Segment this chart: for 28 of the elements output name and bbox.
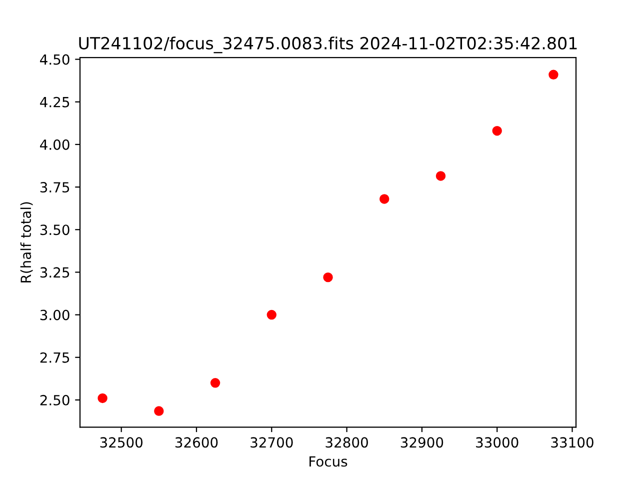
x-tick-label: 32800 — [326, 437, 368, 448]
point — [323, 272, 333, 282]
y-tick-label: 4.50 — [40, 54, 70, 65]
x-tick-label: 32600 — [175, 437, 218, 448]
y-tick-label: 3.75 — [40, 182, 70, 193]
point — [154, 406, 164, 416]
point — [436, 171, 446, 181]
x-axis-title: Focus — [310, 456, 348, 467]
point — [548, 70, 558, 80]
y-tick-label: 4.00 — [40, 139, 70, 150]
y-tick-label: 3.25 — [40, 267, 70, 278]
y-tick-label: 2.50 — [40, 394, 70, 406]
point — [380, 194, 390, 204]
point — [266, 310, 276, 320]
point — [492, 126, 502, 136]
x-tick-label: 32900 — [400, 437, 444, 448]
y-tick-label: 2.75 — [40, 352, 70, 363]
x-tick-label: 32500 — [100, 437, 142, 448]
y-tick-label: 4.25 — [40, 96, 70, 108]
y-axis-title: R(half total) — [20, 202, 33, 282]
y-tick-label: 3.50 — [40, 224, 70, 236]
x-tick-label: 33000 — [476, 437, 518, 448]
y-tick-label: 3.00 — [40, 310, 70, 320]
chart-title: UT241102/focus_32475.0083.fits 2024-11-02T02:35:42.801 — [79, 36, 577, 54]
x-tick-label: 33100 — [551, 437, 594, 448]
x-tick-label: 32700 — [250, 437, 293, 448]
point — [98, 393, 108, 404]
point — [210, 378, 220, 388]
